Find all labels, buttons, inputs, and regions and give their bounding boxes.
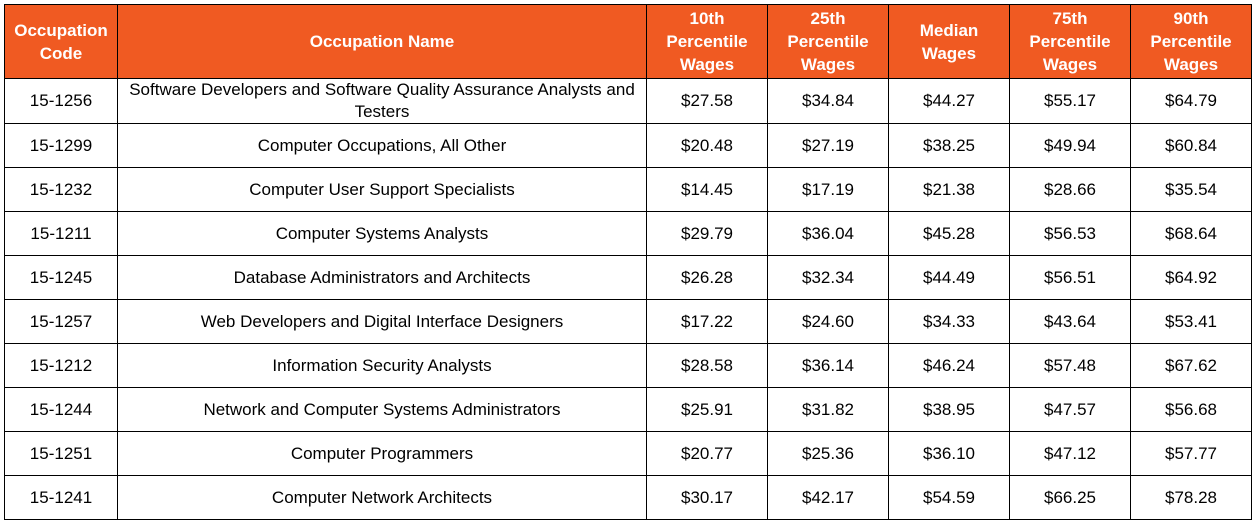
occupation-code-cell: 15-1232 bbox=[4, 167, 118, 212]
wage-25th-cell: $32.34 bbox=[767, 255, 889, 300]
wage-75th-cell: $57.48 bbox=[1009, 343, 1131, 388]
table-row: 15-1232 Computer User Support Specialist… bbox=[4, 167, 1252, 212]
occupation-name-cell: Computer Programmers bbox=[117, 431, 647, 476]
header-75th-percentile: 75th Percentile Wages bbox=[1009, 4, 1131, 79]
wage-median-cell: $44.27 bbox=[888, 78, 1010, 124]
wage-75th-cell: $55.17 bbox=[1009, 78, 1131, 124]
wage-90th-cell: $78.28 bbox=[1130, 475, 1252, 520]
table-row: 15-1245 Database Administrators and Arch… bbox=[4, 255, 1252, 300]
wage-median-cell: $46.24 bbox=[888, 343, 1010, 388]
occupation-name-cell: Information Security Analysts bbox=[117, 343, 647, 388]
occupation-code-cell: 15-1212 bbox=[4, 343, 118, 388]
wage-25th-cell: $25.36 bbox=[767, 431, 889, 476]
occupation-code-cell: 15-1244 bbox=[4, 387, 118, 432]
wage-25th-cell: $34.84 bbox=[767, 78, 889, 124]
wage-10th-cell: $26.28 bbox=[646, 255, 768, 300]
wage-10th-cell: $20.48 bbox=[646, 123, 768, 168]
wage-25th-cell: $36.14 bbox=[767, 343, 889, 388]
occupation-name-cell: Computer Occupations, All Other bbox=[117, 123, 647, 168]
occupation-name-cell: Computer Network Architects bbox=[117, 475, 647, 520]
occupation-name-cell: Database Administrators and Architects bbox=[117, 255, 647, 300]
wage-10th-cell: $27.58 bbox=[646, 78, 768, 124]
occupation-name-cell: Software Developers and Software Quality… bbox=[117, 78, 647, 124]
wage-25th-cell: $24.60 bbox=[767, 299, 889, 344]
wage-75th-cell: $47.12 bbox=[1009, 431, 1131, 476]
wage-75th-cell: $28.66 bbox=[1009, 167, 1131, 212]
wage-90th-cell: $64.92 bbox=[1130, 255, 1252, 300]
table-row: 15-1211 Computer Systems Analysts $29.79… bbox=[4, 211, 1252, 256]
table-row: 15-1244 Network and Computer Systems Adm… bbox=[4, 387, 1252, 432]
header-occupation-name: Occupation Name bbox=[117, 4, 647, 79]
wage-median-cell: $44.49 bbox=[888, 255, 1010, 300]
wage-90th-cell: $67.62 bbox=[1130, 343, 1252, 388]
wage-90th-cell: $64.79 bbox=[1130, 78, 1252, 124]
wage-25th-cell: $17.19 bbox=[767, 167, 889, 212]
header-median-wages: Median Wages bbox=[888, 4, 1010, 79]
wage-75th-cell: $56.53 bbox=[1009, 211, 1131, 256]
occupation-name-cell: Computer User Support Specialists bbox=[117, 167, 647, 212]
table-row: 15-1257 Web Developers and Digital Inter… bbox=[4, 299, 1252, 344]
wage-90th-cell: $68.64 bbox=[1130, 211, 1252, 256]
occupation-code-cell: 15-1299 bbox=[4, 123, 118, 168]
table-row: 15-1256 Software Developers and Software… bbox=[4, 78, 1252, 124]
occupation-code-cell: 15-1257 bbox=[4, 299, 118, 344]
wage-median-cell: $21.38 bbox=[888, 167, 1010, 212]
wage-10th-cell: $25.91 bbox=[646, 387, 768, 432]
table-row: 15-1251 Computer Programmers $20.77 $25.… bbox=[4, 431, 1252, 476]
occupation-code-cell: 15-1256 bbox=[4, 78, 118, 124]
wage-25th-cell: $27.19 bbox=[767, 123, 889, 168]
wage-median-cell: $38.25 bbox=[888, 123, 1010, 168]
header-occupation-code: Occupation Code bbox=[4, 4, 118, 79]
occupation-code-cell: 15-1245 bbox=[4, 255, 118, 300]
header-90th-percentile: 90th Percentile Wages bbox=[1130, 4, 1252, 79]
wage-median-cell: $38.95 bbox=[888, 387, 1010, 432]
wage-90th-cell: $35.54 bbox=[1130, 167, 1252, 212]
table-row: 15-1212 Information Security Analysts $2… bbox=[4, 343, 1252, 388]
wage-10th-cell: $30.17 bbox=[646, 475, 768, 520]
occupation-name-cell: Network and Computer Systems Administrat… bbox=[117, 387, 647, 432]
wage-median-cell: $36.10 bbox=[888, 431, 1010, 476]
wage-10th-cell: $17.22 bbox=[646, 299, 768, 344]
occupation-name-cell: Web Developers and Digital Interface Des… bbox=[117, 299, 647, 344]
wage-median-cell: $45.28 bbox=[888, 211, 1010, 256]
table-row: 15-1241 Computer Network Architects $30.… bbox=[4, 475, 1252, 520]
wage-25th-cell: $36.04 bbox=[767, 211, 889, 256]
wage-90th-cell: $56.68 bbox=[1130, 387, 1252, 432]
wage-75th-cell: $56.51 bbox=[1009, 255, 1131, 300]
wage-75th-cell: $66.25 bbox=[1009, 475, 1131, 520]
header-row: Occupation Code Occupation Name 10th Per… bbox=[4, 4, 1252, 79]
occupation-name-cell: Computer Systems Analysts bbox=[117, 211, 647, 256]
wage-median-cell: $34.33 bbox=[888, 299, 1010, 344]
header-25th-percentile: 25th Percentile Wages bbox=[767, 4, 889, 79]
header-10th-percentile: 10th Percentile Wages bbox=[646, 4, 768, 79]
wage-25th-cell: $42.17 bbox=[767, 475, 889, 520]
wage-75th-cell: $49.94 bbox=[1009, 123, 1131, 168]
wage-25th-cell: $31.82 bbox=[767, 387, 889, 432]
table-row: 15-1299 Computer Occupations, All Other … bbox=[4, 123, 1252, 168]
occupation-code-cell: 15-1251 bbox=[4, 431, 118, 476]
wage-90th-cell: $57.77 bbox=[1130, 431, 1252, 476]
occupation-code-cell: 15-1211 bbox=[4, 211, 118, 256]
wage-75th-cell: $47.57 bbox=[1009, 387, 1131, 432]
wage-10th-cell: $29.79 bbox=[646, 211, 768, 256]
wage-median-cell: $54.59 bbox=[888, 475, 1010, 520]
wage-75th-cell: $43.64 bbox=[1009, 299, 1131, 344]
wage-10th-cell: $20.77 bbox=[646, 431, 768, 476]
wage-10th-cell: $14.45 bbox=[646, 167, 768, 212]
occupation-code-cell: 15-1241 bbox=[4, 475, 118, 520]
wage-10th-cell: $28.58 bbox=[646, 343, 768, 388]
wages-table: Occupation Code Occupation Name 10th Per… bbox=[4, 4, 1252, 520]
wage-90th-cell: $60.84 bbox=[1130, 123, 1252, 168]
wage-90th-cell: $53.41 bbox=[1130, 299, 1252, 344]
